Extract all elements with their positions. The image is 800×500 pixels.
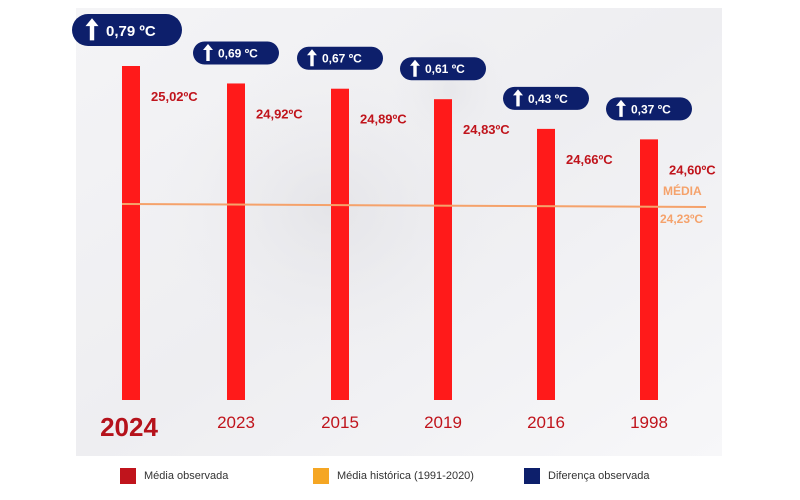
category-label-2019: 2019 (424, 413, 462, 432)
legend-label-difference: Diferença observada (548, 470, 650, 482)
legend-item-historical: Média histórica (1991-2020) (313, 466, 474, 486)
bar-2023 (227, 83, 245, 400)
badge-pill (606, 97, 692, 121)
difference-badge-2016: 0,43 ºC (503, 86, 589, 110)
arrow-up-icon (616, 99, 626, 117)
category-label-2015: 2015 (321, 413, 359, 432)
badge-pill (297, 46, 383, 70)
category-label-2016: 2016 (527, 413, 565, 432)
bar-1998 (640, 139, 658, 400)
category-label-1998: 1998 (630, 413, 668, 432)
arrow-up-icon (203, 43, 213, 61)
badge-text: 0,69 ºC (218, 46, 258, 60)
badge-pill (400, 57, 486, 81)
badge-text: 0,43 ºC (528, 92, 568, 106)
value-label-2024: 25,02ºC (151, 89, 198, 104)
value-label-2015: 24,89ºC (360, 112, 407, 127)
reference-value-label: 24,23ºC (660, 212, 703, 226)
bar-2015 (331, 88, 349, 400)
badge-pill (503, 86, 589, 110)
difference-badge-2019: 0,61 ºC (400, 57, 486, 81)
legend-swatch-difference (524, 468, 540, 484)
legend-item-difference: Diferença observada (524, 466, 650, 486)
bar-2024 (122, 66, 140, 400)
value-label-2023: 24,92ºC (256, 106, 303, 121)
arrow-up-icon (513, 89, 523, 107)
badge-text: 0,37 ºC (631, 102, 671, 116)
legend-label-observed: Média observada (144, 470, 229, 482)
legend-label-historical: Média histórica (1991-2020) (337, 470, 474, 482)
reference-label: MÉDIA (663, 183, 702, 198)
legend-swatch-historical (313, 468, 329, 484)
badge-text: 0,67 ºC (322, 52, 362, 66)
legend-item-observed: Média observada (120, 466, 228, 486)
category-label-2023: 2023 (217, 413, 255, 432)
bar-2016 (537, 128, 555, 400)
background-figure-arm (390, 20, 510, 160)
difference-badge-2024: 0,79 ºC (72, 14, 182, 46)
value-label-2019: 24,83ºC (463, 122, 510, 137)
reference-line (121, 203, 707, 208)
value-label-2016: 24,66ºC (566, 152, 613, 167)
value-label-1998: 24,60ºC (669, 162, 716, 177)
arrow-up-icon (85, 18, 99, 41)
category-label-2024: 2024 (100, 412, 158, 442)
badge-text: 0,61 ºC (425, 62, 465, 76)
arrow-up-icon (410, 59, 420, 77)
bar-2019 (434, 99, 452, 400)
legend-swatch-observed (120, 468, 136, 484)
badge-pill (193, 41, 279, 65)
badge-text: 0,79 ºC (106, 23, 156, 40)
difference-badge-2023: 0,69 ºC (193, 41, 279, 65)
difference-badge-1998: 0,37 ºC (606, 97, 692, 121)
difference-badge-2015: 0,67 ºC (297, 46, 383, 70)
arrow-up-icon (307, 49, 317, 67)
badge-pill (72, 14, 182, 46)
